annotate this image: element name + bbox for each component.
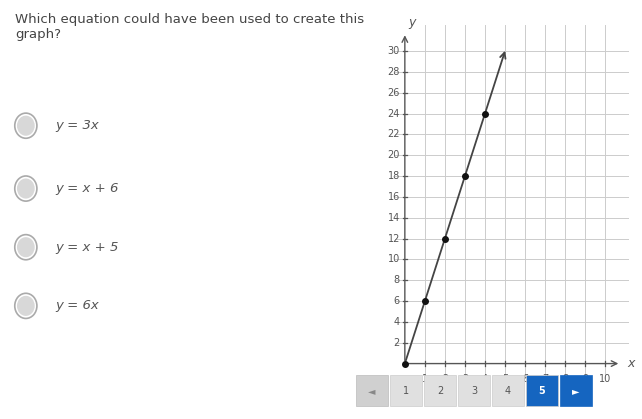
Circle shape xyxy=(17,237,35,257)
Text: 7: 7 xyxy=(542,374,548,384)
Text: 2: 2 xyxy=(394,338,400,348)
Text: 6: 6 xyxy=(522,374,528,384)
FancyBboxPatch shape xyxy=(526,375,558,406)
Circle shape xyxy=(17,178,35,199)
Text: 1: 1 xyxy=(403,386,409,396)
Text: ◄: ◄ xyxy=(369,386,376,396)
Text: 12: 12 xyxy=(388,234,400,243)
Text: y = 6x: y = 6x xyxy=(55,299,99,313)
Text: 2: 2 xyxy=(437,386,443,396)
Text: 10: 10 xyxy=(388,254,400,264)
Text: y = x + 5: y = x + 5 xyxy=(55,241,119,254)
Text: 18: 18 xyxy=(388,171,400,181)
Text: y = 3x: y = 3x xyxy=(55,119,99,132)
Text: 4: 4 xyxy=(394,317,400,327)
Text: 5: 5 xyxy=(539,386,545,396)
Circle shape xyxy=(17,116,35,136)
Text: 9: 9 xyxy=(582,374,588,384)
Text: ►: ► xyxy=(572,386,580,396)
Text: 8: 8 xyxy=(562,374,568,384)
FancyBboxPatch shape xyxy=(356,375,388,406)
Text: 24: 24 xyxy=(388,109,400,119)
Text: 4: 4 xyxy=(482,374,488,384)
Text: 26: 26 xyxy=(388,88,400,98)
Text: y: y xyxy=(408,16,415,29)
Text: 14: 14 xyxy=(388,213,400,223)
Text: 3: 3 xyxy=(462,374,468,384)
Text: 1: 1 xyxy=(422,374,428,384)
FancyBboxPatch shape xyxy=(458,375,490,406)
Text: 8: 8 xyxy=(394,275,400,285)
Text: 10: 10 xyxy=(599,374,611,384)
Text: 4: 4 xyxy=(505,386,511,396)
Text: 6: 6 xyxy=(394,296,400,306)
Text: 2: 2 xyxy=(442,374,448,384)
FancyBboxPatch shape xyxy=(390,375,422,406)
FancyBboxPatch shape xyxy=(492,375,524,406)
Text: 3: 3 xyxy=(471,386,477,396)
Text: 28: 28 xyxy=(388,67,400,77)
Text: y = x + 6: y = x + 6 xyxy=(55,182,119,195)
Circle shape xyxy=(17,296,35,316)
Text: Which equation could have been used to create this
graph?: Which equation could have been used to c… xyxy=(15,13,364,41)
Text: 22: 22 xyxy=(387,129,400,140)
FancyBboxPatch shape xyxy=(424,375,456,406)
Text: x: x xyxy=(627,357,634,370)
Text: 5: 5 xyxy=(502,374,508,384)
Text: 20: 20 xyxy=(388,150,400,160)
Text: 16: 16 xyxy=(388,192,400,202)
FancyBboxPatch shape xyxy=(560,375,592,406)
Text: 30: 30 xyxy=(388,46,400,56)
